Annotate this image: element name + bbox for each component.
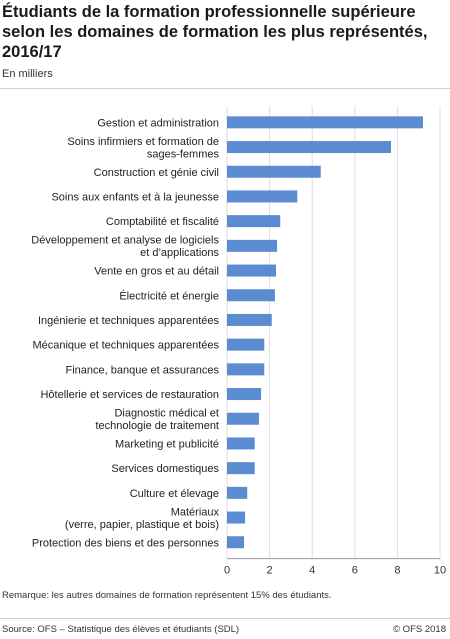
category-label-7-0: Électricité et énergie xyxy=(119,289,219,302)
category-label-16-0: Matériaux xyxy=(171,506,220,518)
category-label-5-0: Développement et analyse de logiciels xyxy=(31,235,219,247)
x-tick-label-0: 0 xyxy=(224,565,230,577)
category-label-17-0: Protection des biens et des personnes xyxy=(32,537,220,549)
category-label-12-0: Diagnostic médical et xyxy=(114,408,219,420)
category-label-11-0: Hôtellerie et services de restauration xyxy=(40,389,219,401)
chart-remark: Remarque: les autres domaines de formati… xyxy=(2,590,332,601)
bottom-divider xyxy=(0,618,450,619)
bar-chart: 0 2 4 6 8 10 Gestion et administration Soins in… xyxy=(31,106,446,577)
x-tick-label-4: 8 xyxy=(394,565,400,577)
bar-14 xyxy=(227,462,255,475)
x-tick-label-2: 4 xyxy=(309,565,315,577)
chart-subtitle: En milliers xyxy=(2,68,53,80)
category-label-1-0: Soins infirmiers et formation de xyxy=(67,136,219,148)
bar-15 xyxy=(227,486,248,499)
bar-1 xyxy=(227,141,392,154)
category-label-9-0: Mécanique et techniques apparentées xyxy=(32,340,219,352)
category-label-0-0: Gestion et administration xyxy=(97,117,219,129)
copyright-note: © OFS 2018 xyxy=(393,624,446,635)
chart-title: Étudiants de la formation professionnell… xyxy=(2,3,428,61)
bar-7 xyxy=(227,289,275,302)
bar-3 xyxy=(227,190,298,203)
category-label-2-0: Construction et génie civil xyxy=(94,167,219,179)
source-note: Source: OFS – Statistique des élèves et … xyxy=(2,624,240,635)
category-label-3-0: Soins aux enfants et à la jeunesse xyxy=(51,191,219,203)
x-tick-label-3: 6 xyxy=(352,565,358,577)
bar-9 xyxy=(227,338,265,351)
category-label-14-0: Services domestiques xyxy=(111,463,219,475)
category-label-12-1: technologie de traitement xyxy=(95,420,219,432)
category-label-8-0: Ingénierie et techniques apparentées xyxy=(38,315,220,327)
x-tick-label-1: 2 xyxy=(267,565,273,577)
bar-8 xyxy=(227,313,272,326)
bar-12 xyxy=(227,412,259,425)
bar-0 xyxy=(227,116,423,129)
category-label-1-1: sages-femmes xyxy=(147,148,220,160)
category-label-13-0: Marketing et publicité xyxy=(115,438,219,450)
bar-4 xyxy=(227,215,281,228)
bar-6 xyxy=(227,264,276,277)
category-label-6-0: Vente en gros et au détail xyxy=(94,266,219,278)
top-divider xyxy=(0,88,450,89)
bar-13 xyxy=(227,437,255,450)
bar-16 xyxy=(227,511,246,524)
category-label-4-0: Comptabilité et fiscalité xyxy=(106,216,219,228)
category-label-15-0: Culture et élevage xyxy=(130,488,219,500)
category-label-16-1: (verre, papier, plastique et bois) xyxy=(65,519,219,531)
category-label-5-1: et d’applications xyxy=(140,247,219,259)
bar-10 xyxy=(227,363,265,376)
bar-17 xyxy=(227,536,245,549)
x-tick-label-5: 10 xyxy=(434,565,446,577)
category-label-10-0: Finance, banque et assurances xyxy=(66,364,220,376)
bar-5 xyxy=(227,239,278,252)
bar-11 xyxy=(227,388,262,401)
bar-2 xyxy=(227,165,321,178)
